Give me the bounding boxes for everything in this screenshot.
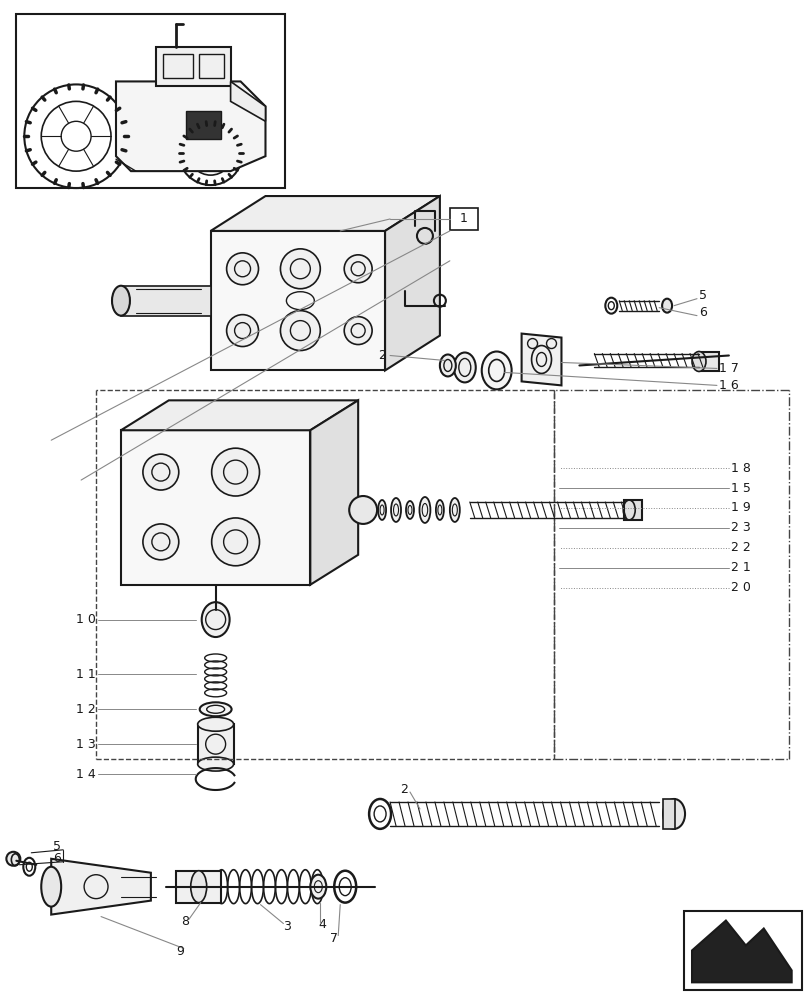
- Ellipse shape: [24, 858, 35, 876]
- Bar: [175, 871, 221, 903]
- Text: 8: 8: [181, 915, 188, 928]
- Text: 1 3: 1 3: [76, 738, 96, 751]
- Text: 2: 2: [378, 349, 385, 362]
- Circle shape: [212, 518, 260, 566]
- Polygon shape: [51, 859, 151, 915]
- Text: 2 0: 2 0: [730, 581, 750, 594]
- Text: 1 7: 1 7: [718, 362, 738, 375]
- Circle shape: [143, 524, 178, 560]
- Ellipse shape: [663, 799, 684, 829]
- Text: 3: 3: [283, 920, 291, 933]
- Text: 6: 6: [54, 852, 61, 865]
- Polygon shape: [230, 81, 265, 121]
- Bar: [186, 111, 221, 139]
- Polygon shape: [310, 400, 358, 585]
- Circle shape: [143, 454, 178, 490]
- Text: 2 2: 2 2: [730, 541, 749, 554]
- Ellipse shape: [453, 353, 475, 382]
- Text: 1: 1: [459, 212, 467, 225]
- Ellipse shape: [378, 500, 385, 520]
- Bar: [197, 724, 234, 764]
- Ellipse shape: [436, 500, 444, 520]
- Text: 1 0: 1 0: [76, 613, 96, 626]
- Polygon shape: [210, 196, 440, 231]
- Ellipse shape: [310, 875, 326, 899]
- Text: 4: 4: [318, 918, 326, 931]
- Text: 7: 7: [330, 932, 338, 945]
- Ellipse shape: [419, 497, 430, 523]
- Bar: [449, 208, 477, 230]
- Ellipse shape: [440, 354, 455, 376]
- Polygon shape: [121, 400, 358, 430]
- Circle shape: [349, 496, 376, 524]
- Bar: [199, 54, 223, 78]
- Ellipse shape: [201, 602, 230, 637]
- Circle shape: [226, 315, 258, 347]
- Ellipse shape: [481, 352, 511, 389]
- Text: 2: 2: [400, 783, 407, 796]
- Text: 2 1: 2 1: [730, 561, 749, 574]
- Text: 1 4: 1 4: [76, 768, 96, 781]
- Polygon shape: [624, 500, 642, 520]
- Polygon shape: [384, 196, 440, 370]
- Text: 1 1: 1 1: [76, 668, 96, 681]
- Polygon shape: [698, 352, 718, 371]
- Text: 5: 5: [698, 289, 706, 302]
- Circle shape: [280, 249, 320, 289]
- Ellipse shape: [406, 501, 414, 519]
- Polygon shape: [521, 334, 560, 385]
- Circle shape: [6, 852, 20, 866]
- Polygon shape: [691, 921, 791, 982]
- Polygon shape: [156, 47, 230, 86]
- Polygon shape: [121, 286, 210, 316]
- Text: 2 3: 2 3: [730, 521, 749, 534]
- Circle shape: [212, 448, 260, 496]
- Text: 1 5: 1 5: [730, 482, 750, 495]
- Bar: [16, 14, 285, 188]
- Polygon shape: [210, 231, 384, 370]
- Text: 1 6: 1 6: [718, 379, 738, 392]
- Ellipse shape: [112, 286, 130, 316]
- Ellipse shape: [369, 799, 391, 829]
- Ellipse shape: [197, 717, 234, 731]
- Text: 1 9: 1 9: [730, 501, 749, 514]
- Ellipse shape: [691, 352, 705, 371]
- Ellipse shape: [334, 871, 356, 903]
- Polygon shape: [121, 430, 310, 585]
- Text: 9: 9: [175, 945, 183, 958]
- Circle shape: [344, 255, 371, 283]
- Ellipse shape: [661, 299, 672, 313]
- Bar: [663, 799, 674, 829]
- Text: 5: 5: [54, 840, 61, 853]
- Bar: [163, 54, 192, 78]
- Ellipse shape: [604, 298, 616, 314]
- Ellipse shape: [41, 867, 61, 907]
- Text: 1 8: 1 8: [730, 462, 750, 475]
- Text: 6: 6: [698, 306, 706, 319]
- Ellipse shape: [197, 757, 234, 771]
- Circle shape: [226, 253, 258, 285]
- Circle shape: [280, 311, 320, 351]
- Ellipse shape: [191, 871, 207, 903]
- Circle shape: [344, 317, 371, 345]
- Ellipse shape: [449, 498, 459, 522]
- Polygon shape: [116, 81, 265, 171]
- Ellipse shape: [391, 498, 401, 522]
- Bar: [683, 911, 800, 990]
- Text: 1 2: 1 2: [76, 703, 96, 716]
- Ellipse shape: [200, 702, 231, 716]
